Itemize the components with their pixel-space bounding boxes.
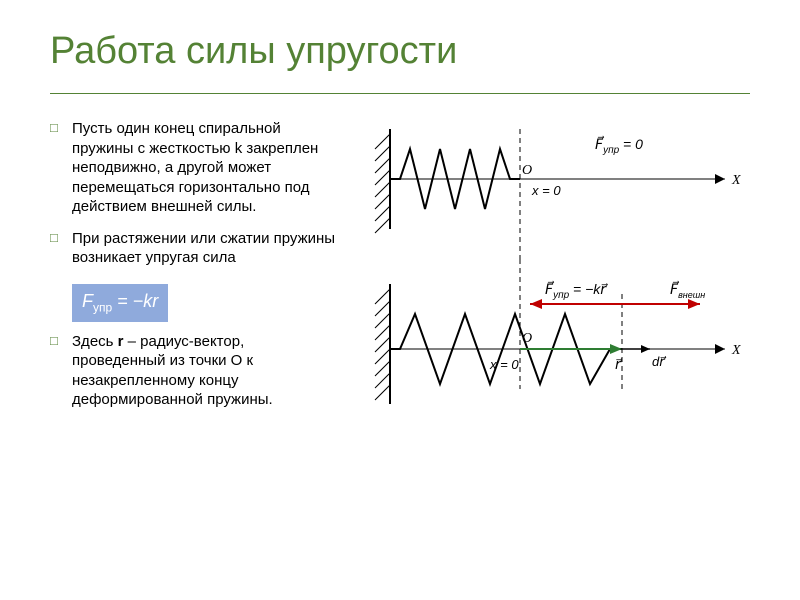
- bullet-1: Пусть один конец спиральной пружины с же…: [50, 119, 340, 217]
- origin-O-bottom: O: [522, 331, 532, 346]
- title-underline: [50, 93, 750, 94]
- diagram-column: X O x = 0 F⃗упр = 0: [360, 119, 760, 449]
- f-ext-label: F⃗внешн: [670, 280, 705, 300]
- spring-diagram: X O x = 0 F⃗упр = 0: [360, 119, 760, 449]
- slide-title: Работа силы упругости: [50, 30, 760, 73]
- axis-x-bottom: X: [731, 343, 741, 358]
- bullet-3: Здесь r – радиус-вектор, проведенный из …: [50, 332, 340, 410]
- bullet-2: При растяжении или сжатии пружины возник…: [50, 229, 340, 268]
- dr-label: dr⃗: [652, 354, 667, 369]
- f-zero-label: F⃗упр = 0: [595, 135, 643, 156]
- f-spring-label: F⃗упр = −kr⃗: [545, 280, 608, 301]
- axis-x-top: X: [731, 173, 741, 188]
- x-zero-top: x = 0: [531, 183, 561, 198]
- origin-O-top: O: [522, 163, 532, 178]
- formula-box: Fупр = −kr: [72, 284, 168, 322]
- text-column: Пусть один конец спиральной пружины с же…: [50, 119, 340, 449]
- x-zero-bottom: x = 0: [489, 357, 519, 372]
